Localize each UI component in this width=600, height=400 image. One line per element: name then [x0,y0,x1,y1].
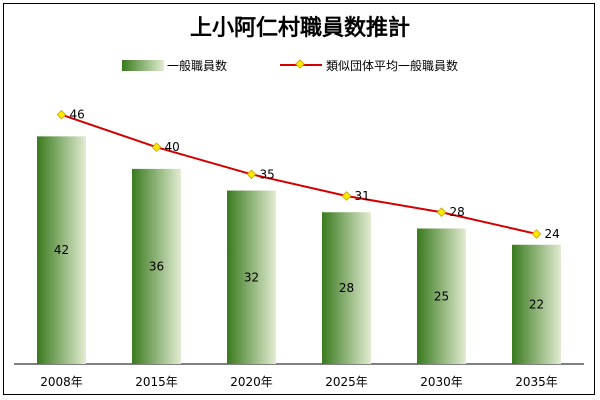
line-value-label: 24 [545,227,560,241]
x-tick-label: 2020年 [230,375,273,389]
line-point-marker [531,229,542,239]
legend-marker-swatch [295,59,305,69]
legend-label-line: 類似団体平均一般職員数 [326,58,458,73]
bar-2035年 [512,244,561,364]
x-tick-label: 2025年 [325,375,368,389]
chart-canvas: 上小阿仁村職員数推計 一般職員数 類似団体平均一般職員数 42 36 32 28 25 2… [14,15,584,389]
line-point-marker [56,109,67,120]
bar-2015年 [132,168,181,364]
bar-2008年 [37,136,86,364]
line-point-marker [151,142,162,153]
line-value-label: 46 [70,108,85,122]
legend-bar-swatch [122,60,164,71]
line-value-label: 40 [165,140,180,154]
bar-value-label: 36 [149,259,164,273]
line-value-label: 28 [450,205,465,219]
line-value-label: 31 [355,189,370,203]
legend-label-bar: 一般職員数 [167,58,227,73]
line-value-label: 35 [260,167,275,181]
x-tick-label: 2008年 [40,375,83,389]
bar-2030年 [417,228,466,364]
chart-title: 上小阿仁村職員数推計 [190,15,410,41]
x-tick-label: 2015年 [135,375,178,389]
legend: 一般職員数 類似団体平均一般職員数 [122,58,458,73]
bar-value-label: 32 [244,270,259,284]
line-point-marker [436,207,447,218]
x-tick-labels: 2008年 2015年 2020年 2025年 2030年 2035年 [40,375,558,389]
bar-2025年 [322,212,371,364]
bar-value-label: 28 [339,281,354,295]
average-line [61,113,537,235]
bar-value-label: 25 [434,289,449,303]
x-tick-label: 2030年 [420,375,463,389]
line-point-marker [341,191,352,201]
x-tick-label: 2035年 [515,375,558,389]
chart-frame: 上小阿仁村職員数推計 一般職員数 類似団体平均一般職員数 42 36 32 28 25 2… [3,3,595,395]
line-point-marker [246,169,257,180]
bar-value-label: 42 [54,243,69,257]
bar-series: 42 36 32 28 25 22 [37,136,561,364]
line-series: 46 40 35 31 28 24 [56,108,560,241]
bar-2020年 [227,190,276,364]
bar-value-label: 22 [529,297,544,311]
